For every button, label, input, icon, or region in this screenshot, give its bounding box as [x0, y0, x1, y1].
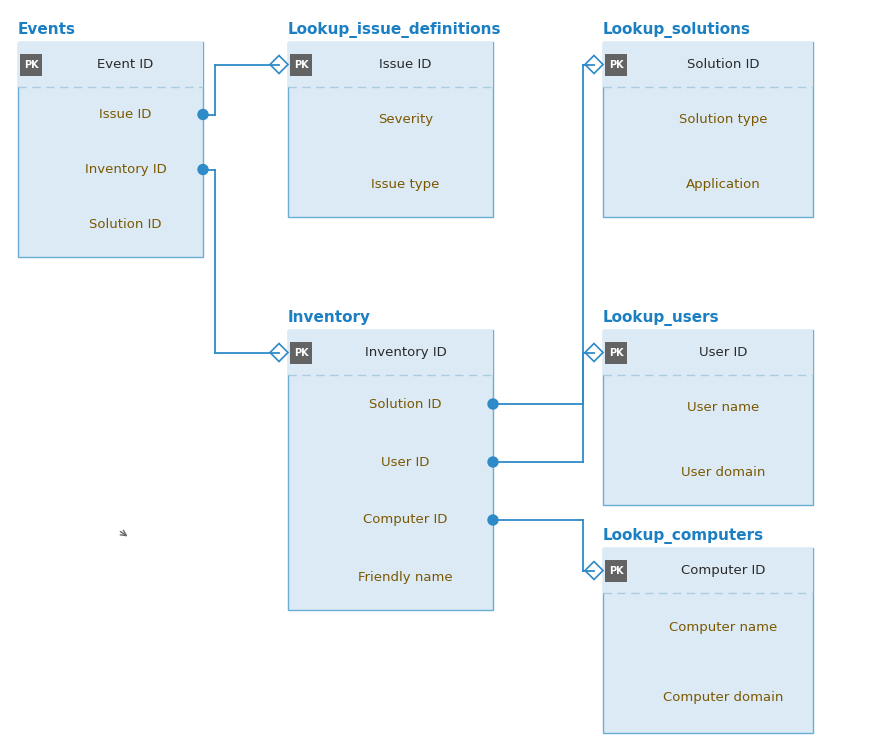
Circle shape: [488, 457, 498, 467]
Text: Computer ID: Computer ID: [681, 564, 766, 577]
Text: Solution ID: Solution ID: [89, 218, 161, 231]
FancyBboxPatch shape: [290, 341, 312, 364]
FancyBboxPatch shape: [18, 42, 203, 87]
Text: User name: User name: [687, 401, 759, 414]
Text: Friendly name: Friendly name: [358, 571, 452, 585]
Text: Solution ID: Solution ID: [370, 397, 442, 411]
FancyBboxPatch shape: [288, 42, 493, 87]
Circle shape: [198, 164, 208, 175]
FancyBboxPatch shape: [290, 54, 312, 75]
Text: User ID: User ID: [699, 346, 747, 359]
Text: Inventory ID: Inventory ID: [85, 163, 167, 176]
Text: Solution ID: Solution ID: [687, 58, 759, 71]
FancyBboxPatch shape: [605, 559, 627, 582]
Text: Computer domain: Computer domain: [662, 691, 783, 705]
Text: PK: PK: [609, 347, 624, 358]
Text: Issue ID: Issue ID: [379, 58, 431, 71]
Text: Events: Events: [18, 22, 76, 37]
Text: Computer ID: Computer ID: [363, 513, 448, 527]
Text: Issue type: Issue type: [371, 178, 440, 191]
FancyBboxPatch shape: [605, 341, 627, 364]
Text: PK: PK: [609, 60, 624, 69]
Text: PK: PK: [294, 347, 309, 358]
FancyBboxPatch shape: [288, 330, 493, 375]
Text: Solution type: Solution type: [679, 113, 767, 126]
FancyBboxPatch shape: [18, 42, 203, 257]
Text: PK: PK: [609, 565, 624, 576]
Text: Computer name: Computer name: [669, 621, 777, 635]
FancyBboxPatch shape: [288, 42, 493, 217]
FancyBboxPatch shape: [603, 548, 813, 593]
FancyBboxPatch shape: [603, 42, 813, 217]
Text: Lookup_solutions: Lookup_solutions: [603, 22, 751, 38]
Circle shape: [488, 515, 498, 525]
Text: Event ID: Event ID: [97, 58, 153, 71]
Text: Lookup_users: Lookup_users: [603, 310, 720, 326]
Circle shape: [488, 399, 498, 409]
FancyBboxPatch shape: [603, 548, 813, 733]
Text: Lookup_computers: Lookup_computers: [603, 528, 764, 544]
Circle shape: [198, 109, 208, 120]
FancyBboxPatch shape: [20, 54, 42, 75]
FancyBboxPatch shape: [603, 330, 813, 375]
Text: Inventory: Inventory: [288, 310, 371, 325]
Text: Application: Application: [685, 178, 760, 191]
Text: PK: PK: [294, 60, 309, 69]
Text: User domain: User domain: [681, 466, 766, 479]
FancyBboxPatch shape: [605, 54, 627, 75]
FancyBboxPatch shape: [288, 330, 493, 610]
FancyBboxPatch shape: [603, 42, 813, 87]
Text: Severity: Severity: [378, 113, 433, 126]
Text: Lookup_issue_definitions: Lookup_issue_definitions: [288, 22, 502, 38]
Text: User ID: User ID: [381, 455, 430, 469]
Text: Issue ID: Issue ID: [100, 108, 152, 121]
Text: Inventory ID: Inventory ID: [364, 346, 446, 359]
Text: PK: PK: [24, 60, 38, 69]
FancyBboxPatch shape: [603, 330, 813, 505]
